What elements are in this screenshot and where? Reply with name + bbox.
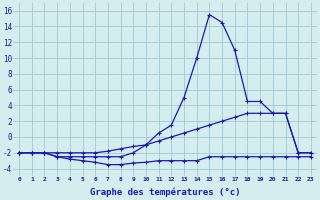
X-axis label: Graphe des températures (°c): Graphe des températures (°c) <box>90 188 240 197</box>
